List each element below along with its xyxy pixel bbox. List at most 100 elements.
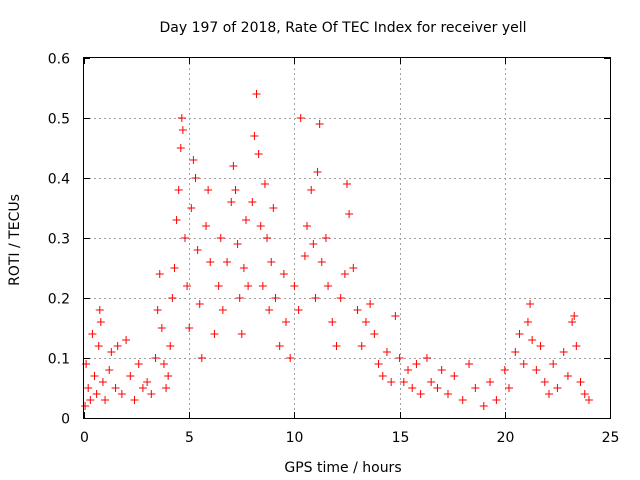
data-point (229, 162, 238, 170)
data-point (399, 378, 408, 386)
data-point (279, 270, 288, 278)
x-tick-label: 0 (80, 430, 89, 446)
data-point (254, 150, 263, 158)
data-point (113, 342, 122, 350)
data-point (437, 366, 446, 374)
data-point (311, 294, 320, 302)
data-point (576, 378, 585, 386)
data-point (176, 144, 185, 152)
data-point (275, 342, 284, 350)
data-point (256, 222, 265, 230)
data-point (166, 342, 175, 350)
data-point (151, 354, 160, 362)
data-point (387, 378, 396, 386)
data-point (536, 342, 545, 350)
data-point (105, 366, 114, 374)
data-point (178, 126, 187, 134)
data-point (515, 330, 524, 338)
x-tick-label: 10 (286, 430, 304, 446)
data-point (382, 348, 391, 356)
data-point (391, 312, 400, 320)
data-point (271, 294, 280, 302)
data-point (559, 348, 568, 356)
data-point (177, 114, 186, 122)
data-point (81, 402, 90, 410)
data-point (126, 372, 135, 380)
data-point (433, 384, 442, 392)
data-point (157, 324, 166, 332)
data-point (258, 282, 267, 290)
data-point (263, 234, 272, 242)
data-point (107, 348, 116, 356)
data-point (155, 270, 164, 278)
data-point (159, 360, 168, 368)
data-point (162, 384, 171, 392)
data-point (313, 168, 322, 176)
x-tick-label: 25 (602, 430, 620, 446)
data-point (218, 306, 227, 314)
data-point (549, 360, 558, 368)
data-point (84, 384, 93, 392)
data-point (214, 282, 223, 290)
data-point (366, 300, 375, 308)
data-point (584, 396, 593, 404)
data-point (216, 234, 225, 242)
data-point (450, 372, 459, 380)
data-point (235, 294, 244, 302)
data-point (300, 252, 309, 260)
data-point (117, 390, 126, 398)
data-point (563, 372, 572, 380)
data-point (281, 318, 290, 326)
data-point (526, 300, 535, 308)
data-point (206, 258, 215, 266)
data-point (580, 390, 589, 398)
data-point (540, 378, 549, 386)
data-point (296, 114, 305, 122)
data-point (185, 324, 194, 332)
data-point (500, 366, 509, 374)
data-point (95, 306, 104, 314)
data-point (328, 318, 337, 326)
data-point (553, 384, 562, 392)
data-point (153, 306, 162, 314)
data-point (343, 180, 351, 188)
data-point (528, 336, 537, 344)
plot-frame (83, 57, 611, 419)
data-point (130, 396, 139, 404)
data-point (86, 396, 95, 404)
data-point (147, 390, 156, 398)
data-point (122, 336, 131, 344)
data-point (568, 318, 577, 326)
data-point (98, 378, 107, 386)
data-point (244, 282, 253, 290)
data-point (416, 390, 425, 398)
data-point (427, 378, 436, 386)
data-point (345, 210, 354, 218)
data-point (90, 372, 99, 380)
data-point (532, 366, 541, 374)
data-point (223, 258, 232, 266)
data-point (111, 384, 120, 392)
data-point (189, 156, 198, 164)
data-point (187, 204, 196, 212)
data-point (180, 234, 189, 242)
data-point (458, 396, 467, 404)
data-point (267, 258, 276, 266)
data-point (408, 384, 417, 392)
data-point (172, 216, 181, 224)
data-point (471, 384, 480, 392)
y-tick-label: 0.1 (48, 352, 70, 368)
data-point (317, 258, 326, 266)
data-point (237, 330, 246, 338)
y-tick-label: 0.4 (48, 172, 70, 188)
data-point (307, 186, 316, 194)
data-point (315, 120, 324, 128)
data-point (523, 318, 532, 326)
data-point (170, 264, 179, 272)
data-point (202, 222, 211, 230)
data-point (138, 384, 147, 392)
data-point (353, 306, 362, 314)
data-points (81, 90, 593, 410)
data-point (204, 186, 213, 194)
